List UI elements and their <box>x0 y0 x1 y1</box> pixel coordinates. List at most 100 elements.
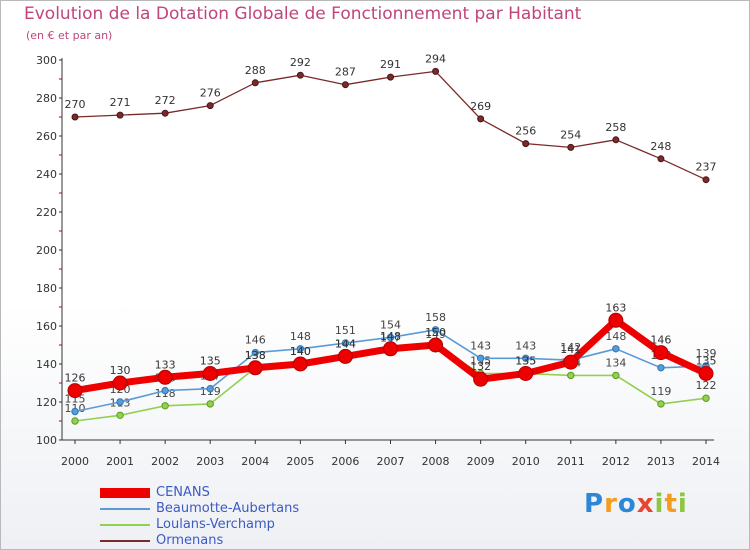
x-tick-label: 2009 <box>467 455 495 468</box>
data-point-beaumotte-aubertans <box>251 348 259 357</box>
data-label-ormenans: 248 <box>650 140 671 153</box>
data-label-beaumotte-aubertans: 143 <box>470 339 491 352</box>
data-label-ormenans: 258 <box>605 121 626 134</box>
data-label-cenans: 135 <box>200 355 221 368</box>
y-tick-label: 200 <box>36 244 57 257</box>
x-tick-label: 2012 <box>602 455 630 468</box>
data-label-cenans: 141 <box>560 343 581 356</box>
data-label-beaumotte-aubertans: 151 <box>335 324 356 337</box>
x-tick-label: 2002 <box>151 455 179 468</box>
data-point-beaumotte-aubertans <box>116 398 124 406</box>
data-point-loulans-verchamp <box>567 371 575 380</box>
data-point-cenans <box>653 345 669 361</box>
data-label-ormenans: 276 <box>200 87 221 100</box>
data-point-beaumotte-aubertans <box>522 354 530 362</box>
legend-swatch-cenans <box>100 487 150 498</box>
data-point-beaumotte-aubertans <box>386 333 395 342</box>
data-point-beaumotte-aubertans <box>431 326 440 334</box>
y-tick-label: 260 <box>36 130 57 143</box>
chart-title: Evolution de la Dotation Globale de Fonc… <box>24 4 582 24</box>
logo-letter: o <box>617 489 637 519</box>
data-label-ormenans: 288 <box>245 64 266 77</box>
data-point-ormenans <box>341 81 349 89</box>
data-point-cenans <box>112 375 128 391</box>
data-point-ormenans <box>71 113 79 121</box>
data-label-ormenans: 294 <box>425 52 446 65</box>
data-label-beaumotte-aubertans: 154 <box>380 318 401 331</box>
data-point-ormenans <box>567 143 575 151</box>
data-label-cenans: 130 <box>110 364 131 377</box>
y-tick-label: 180 <box>36 282 57 295</box>
x-tick-label: 2004 <box>241 455 269 468</box>
data-point-ormenans <box>206 102 214 110</box>
data-point-loulans-verchamp <box>161 402 169 410</box>
data-point-beaumotte-aubertans <box>71 407 79 416</box>
logo-letter: r <box>604 489 618 519</box>
data-label-ormenans: 270 <box>65 98 86 111</box>
data-label-cenans: 146 <box>650 334 671 347</box>
legend: CENANS Beaumotte-Aubertans Loulans-Verch… <box>100 486 299 550</box>
data-point-cenans <box>608 312 624 328</box>
data-label-ormenans: 271 <box>110 96 131 109</box>
data-point-ormenans <box>612 136 620 144</box>
x-tick-label: 2000 <box>61 455 89 468</box>
legend-label-cenans: CENANS <box>156 485 210 500</box>
data-point-ormenans <box>522 140 530 148</box>
x-tick-label: 2006 <box>331 455 359 468</box>
legend-label-loulans: Loulans-Verchamp <box>156 517 275 532</box>
data-label-cenans: 135 <box>696 355 717 368</box>
data-point-beaumotte-aubertans <box>341 339 350 347</box>
legend-swatch-loulans <box>100 523 150 526</box>
logo-letter: i <box>677 489 688 519</box>
data-label-cenans: 140 <box>290 345 311 358</box>
data-point-cenans <box>337 348 353 364</box>
data-point-cenans <box>428 337 444 353</box>
data-label-ormenans: 291 <box>380 58 401 71</box>
data-point-loulans-verchamp <box>702 394 710 402</box>
data-point-cenans <box>383 341 398 357</box>
y-tick-label: 240 <box>36 168 57 181</box>
legend-swatch-beaumotte <box>100 507 150 510</box>
y-tick-label: 300 <box>36 54 57 67</box>
data-point-ormenans <box>296 71 304 79</box>
data-point-cenans <box>473 371 489 387</box>
data-point-ormenans <box>657 155 665 163</box>
data-point-ormenans <box>387 73 394 81</box>
data-point-beaumotte-aubertans <box>206 385 214 393</box>
data-point-cenans <box>157 369 173 385</box>
legend-item-loulans: Loulans-Verchamp <box>100 518 299 531</box>
data-label-ormenans: 269 <box>470 100 491 113</box>
data-point-loulans-verchamp <box>657 400 665 408</box>
data-point-cenans <box>292 356 308 372</box>
data-point-ormenans <box>702 176 710 184</box>
data-label-cenans: 138 <box>245 349 266 362</box>
logo-letter: x <box>636 489 655 519</box>
data-label-cenans: 135 <box>515 355 536 368</box>
x-tick-label: 2003 <box>196 455 224 468</box>
y-tick-label: 280 <box>36 92 57 105</box>
y-tick-label: 220 <box>36 206 57 219</box>
data-label-cenans: 133 <box>155 358 176 371</box>
data-label-ormenans: 256 <box>515 125 536 138</box>
logo-letter: i <box>654 489 665 519</box>
data-label-ormenans: 237 <box>696 161 717 174</box>
series-beaumotte-aubertans: 1151201261271461481511541581431431421481… <box>65 311 717 416</box>
data-label-cenans: 148 <box>380 330 401 343</box>
data-point-ormenans <box>432 67 440 75</box>
data-label-beaumotte-aubertans: 158 <box>425 311 446 324</box>
logo-letter: t <box>664 489 678 519</box>
legend-item-ormenans: Ormenans <box>100 534 299 547</box>
legend-item-beaumotte: Beaumotte-Aubertans <box>100 502 299 515</box>
legend-swatch-ormenans <box>100 539 150 542</box>
data-point-beaumotte-aubertans <box>612 345 620 353</box>
data-label-loulans-verchamp: 122 <box>696 379 717 392</box>
legend-label-ormenans: Ormenans <box>156 533 224 548</box>
x-tick-label: 2007 <box>377 455 405 468</box>
series-cenans: 126 130 133 135 138 140 144 148 150 132 135 141 163 1… <box>65 301 717 399</box>
data-label-beaumotte-aubertans: 142 <box>560 341 581 354</box>
data-point-loulans-verchamp <box>71 417 79 425</box>
data-point-cenans <box>67 383 83 399</box>
proxiti-logo: Proxiti <box>584 489 688 519</box>
data-label-beaumotte-aubertans: 148 <box>290 330 311 343</box>
